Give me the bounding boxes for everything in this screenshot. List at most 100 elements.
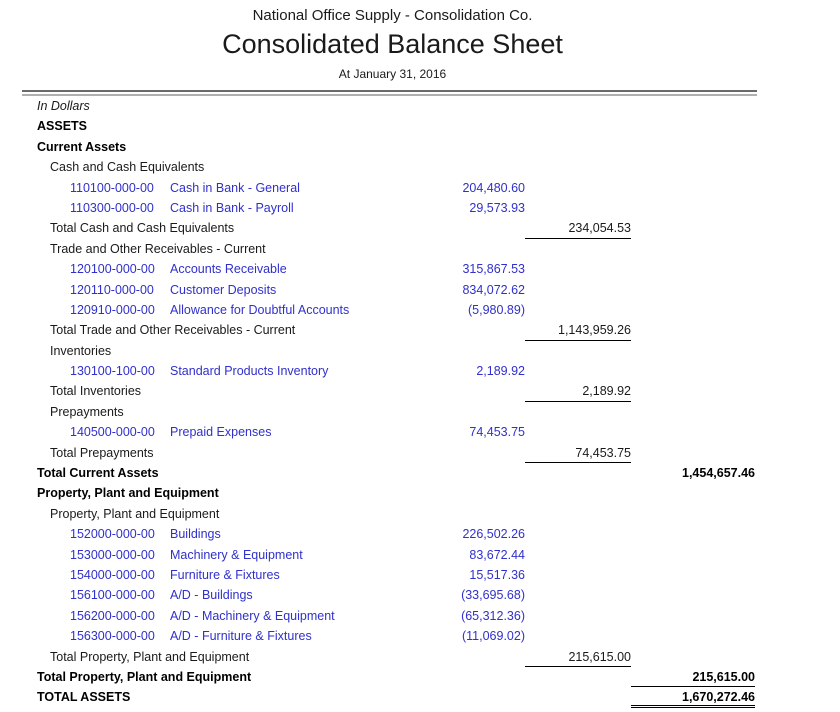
row-label: 130100-100-00 Standard Products Inventory [30,361,425,381]
report-row: 154000-000-00 Furniture & Fixtures 15,517… [30,565,755,585]
amount-total [631,504,755,524]
report-row: ASSETS [30,116,755,136]
amount-subtotal [525,565,631,585]
amount-detail[interactable]: 315,867.53 [462,262,525,277]
report-row: Current Assets [30,137,755,157]
amount-subtotal: 215,615.00 [525,647,631,667]
amount-subtotal [525,422,631,442]
amount-subtotal [525,259,631,279]
account-code-link[interactable]: 120110-000-00 [70,282,154,297]
report-row: In Dollars [30,96,755,116]
account-code-link[interactable]: 156200-000-00 [70,608,155,623]
row-label: Prepayments [30,402,425,422]
amount-subtotal [525,239,631,259]
amount-detail [425,667,525,687]
report-row: 110100-000-00 Cash in Bank - General 204,… [30,178,755,198]
amount-total [631,320,755,340]
account-code-link[interactable]: 156100-000-00 [70,588,155,603]
amount-subtotal [525,178,631,198]
amount-detail [425,320,525,340]
amount-detail[interactable]: 29,573.93 [469,200,525,215]
account-name-link[interactable]: A/D - Furniture & Fixtures [170,629,312,644]
account-code-link[interactable]: 140500-000-00 [70,425,155,440]
row-label: Total Property, Plant and Equipment [30,667,425,687]
row-label: ASSETS [30,116,425,136]
amount-detail[interactable]: 15,517.36 [469,567,525,582]
report-row: 156100-000-00 A/D - Buildings (33,695.68) [30,585,755,605]
row-label: Total Trade and Other Receivables - Curr… [30,320,425,340]
amount-total [631,198,755,218]
account-name-link[interactable]: Customer Deposits [170,282,277,297]
account-name-link[interactable]: Standard Products Inventory [170,364,329,379]
account-code-link[interactable]: 120100-000-00 [70,262,155,277]
account-name-link[interactable]: Cash in Bank - General [170,180,300,195]
row-label: Inventories [30,341,425,361]
amount-total [631,606,755,626]
amount-total [631,361,755,381]
amount-detail[interactable]: 204,480.60 [462,180,525,195]
amount-detail [425,687,525,707]
account-name-link[interactable]: Prepaid Expenses [170,425,272,440]
amount-detail[interactable]: 2,189.92 [476,364,525,379]
amount-total [631,137,755,157]
amount-detail [425,157,525,177]
amount-subtotal [525,157,631,177]
row-label: Cash and Cash Equivalents [30,157,425,177]
account-code-link[interactable]: 154000-000-00 [70,567,155,582]
account-name-link[interactable]: Furniture & Fixtures [170,567,280,582]
row-label-text: TOTAL ASSETS [37,690,131,705]
amount-detail[interactable]: 74,453.75 [469,425,525,440]
account-name-link[interactable]: Accounts Receivable [170,262,287,277]
account-code-link[interactable]: 156300-000-00 [70,629,155,644]
amount-detail[interactable]: (11,069.02) [461,629,525,644]
amount-detail [425,381,525,401]
report-row: 120910-000-00 Allowance for Doubtful Acco… [30,300,755,320]
report-row: Inventories [30,341,755,361]
account-name-link[interactable]: A/D - Machinery & Equipment [170,608,335,623]
account-name-link[interactable]: A/D - Buildings [170,588,253,603]
row-label: Total Prepayments [30,443,425,463]
amount-total [631,157,755,177]
account-name-link[interactable]: Machinery & Equipment [170,547,303,562]
account-name-link[interactable]: Allowance for Doubtful Accounts [170,302,350,317]
amount-detail[interactable]: (33,695.68) [461,588,525,603]
account-code-link[interactable]: 130100-100-00 [70,364,155,379]
row-label: Total Current Assets [30,463,425,483]
row-label-text: Total Inventories [50,384,142,399]
account-code-link[interactable]: 152000-000-00 [70,527,155,542]
amount-subtotal: 74,453.75 [525,443,631,464]
row-label: TOTAL ASSETS [30,687,425,707]
row-label: 152000-000-00 Buildings [30,524,425,544]
amount-subtotal [525,96,631,116]
report-row: Total Prepayments 74,453.75 [30,443,755,464]
amount-detail[interactable]: (65,312.36) [461,608,525,623]
amount-detail[interactable]: 83,672.44 [469,547,525,562]
report-row: Total Property, Plant and Equipment 215,… [30,647,755,667]
amount-detail [425,402,525,422]
account-code-link[interactable]: 153000-000-00 [70,547,155,562]
account-code-link[interactable]: 110300-000-00 [70,200,154,215]
amount-total [631,239,755,259]
amount-total: 1,454,657.46 [682,466,755,481]
row-label: 120910-000-00 Allowance for Doubtful Acco… [30,300,425,320]
amount-detail[interactable]: 834,072.62 [462,282,525,297]
report-row: TOTAL ASSETS 1,670,272.46 [30,687,755,708]
row-label: Property, Plant and Equipment [30,483,425,503]
report-row: Total Property, Plant and Equipment 215,… [30,667,755,688]
report-title: Consolidated Balance Sheet [222,29,563,59]
row-label-text: Trade and Other Receivables - Current [50,241,266,256]
account-name-link[interactable]: Buildings [170,527,221,542]
amount-detail[interactable]: 226,502.26 [462,527,525,542]
amount-total [631,280,755,300]
account-code-link[interactable]: 120910-000-00 [70,302,155,317]
amount-total [631,545,755,565]
account-name-link[interactable]: Cash in Bank - Payroll [170,200,294,215]
amount-subtotal [525,341,631,361]
amount-detail[interactable]: (5,980.89) [468,302,525,317]
account-code-link[interactable]: 110100-000-00 [70,180,154,195]
amount-subtotal [525,667,631,687]
row-label: Total Inventories [30,381,425,401]
amount-detail [425,463,525,483]
row-label: 120100-000-00 Accounts Receivable [30,259,425,279]
row-label-text: Total Current Assets [37,466,159,481]
